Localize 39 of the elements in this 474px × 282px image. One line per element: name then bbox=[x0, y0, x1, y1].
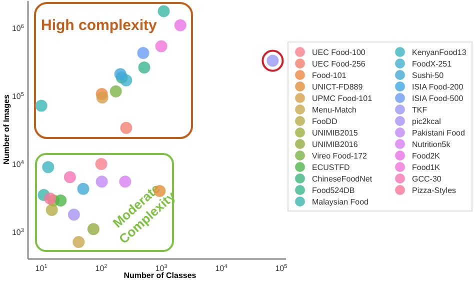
legend-label: TKF bbox=[412, 106, 428, 114]
legend-label: Pizza-Styles bbox=[412, 186, 456, 195]
legend-label: Sushi-50 bbox=[412, 71, 444, 80]
legend-label: Malaysian Food bbox=[312, 198, 368, 206]
legend-label: GCC-30 bbox=[412, 174, 442, 184]
legend-label: KenyanFood13 bbox=[412, 48, 467, 57]
legend-label: FoodX-251 bbox=[412, 60, 452, 68]
legend-label: UEC Food-100 bbox=[312, 48, 366, 57]
legend-label: ISIA Food-200 bbox=[412, 82, 464, 92]
x-tick-label: 10$^{3}$ bbox=[155, 264, 168, 273]
legend-label: pic2kcal bbox=[412, 117, 442, 126]
y-tick-label: 10$^{6}$ bbox=[12, 24, 24, 34]
legend-label: UPMC Food-101 bbox=[312, 94, 373, 103]
legend-label: Pakistani Food bbox=[412, 128, 465, 138]
legend-label: UNIMIB2015 bbox=[312, 128, 358, 138]
legend-label: ISIA Food-500 bbox=[412, 94, 464, 103]
annotation: High complexity bbox=[41, 17, 158, 34]
legend-label: ECUSTFD bbox=[312, 163, 350, 172]
y-tick-label: 10$^{3}$ bbox=[12, 228, 24, 237]
legend-label: Food2K bbox=[412, 152, 441, 160]
y-tick-label: 10$^{5}$ bbox=[12, 92, 24, 102]
x-tick-label: 10$^{1}$ bbox=[35, 264, 48, 273]
x-axis-title: Number of Classes bbox=[124, 271, 197, 280]
x-tick-label: 10$^{4}$ bbox=[215, 264, 228, 273]
legend-label: UNIMIB2016 bbox=[312, 140, 358, 149]
legend-label: Vireo Food-172 bbox=[312, 152, 368, 160]
legend-label: UEC Food-256 bbox=[312, 60, 366, 68]
legend-label: ChineseFoodNet bbox=[312, 174, 373, 184]
y-axis-title: Number of Images bbox=[2, 94, 11, 164]
x-tick-label: 10$^{5}$ bbox=[275, 264, 288, 273]
x-tick-label: 10$^{2}$ bbox=[95, 264, 108, 273]
legend-label: FooDD bbox=[312, 117, 338, 126]
legend-label: Menu-Match bbox=[312, 106, 356, 114]
legend-label: Food1K bbox=[412, 163, 441, 172]
legend-label: UNICT-FD889 bbox=[312, 82, 364, 92]
legend-label: Food-101 bbox=[312, 71, 347, 80]
y-tick-label: 10$^{4}$ bbox=[12, 160, 24, 169]
legend-label: Nutrition5k bbox=[412, 140, 452, 149]
legend-label: Food524DB bbox=[312, 186, 355, 195]
